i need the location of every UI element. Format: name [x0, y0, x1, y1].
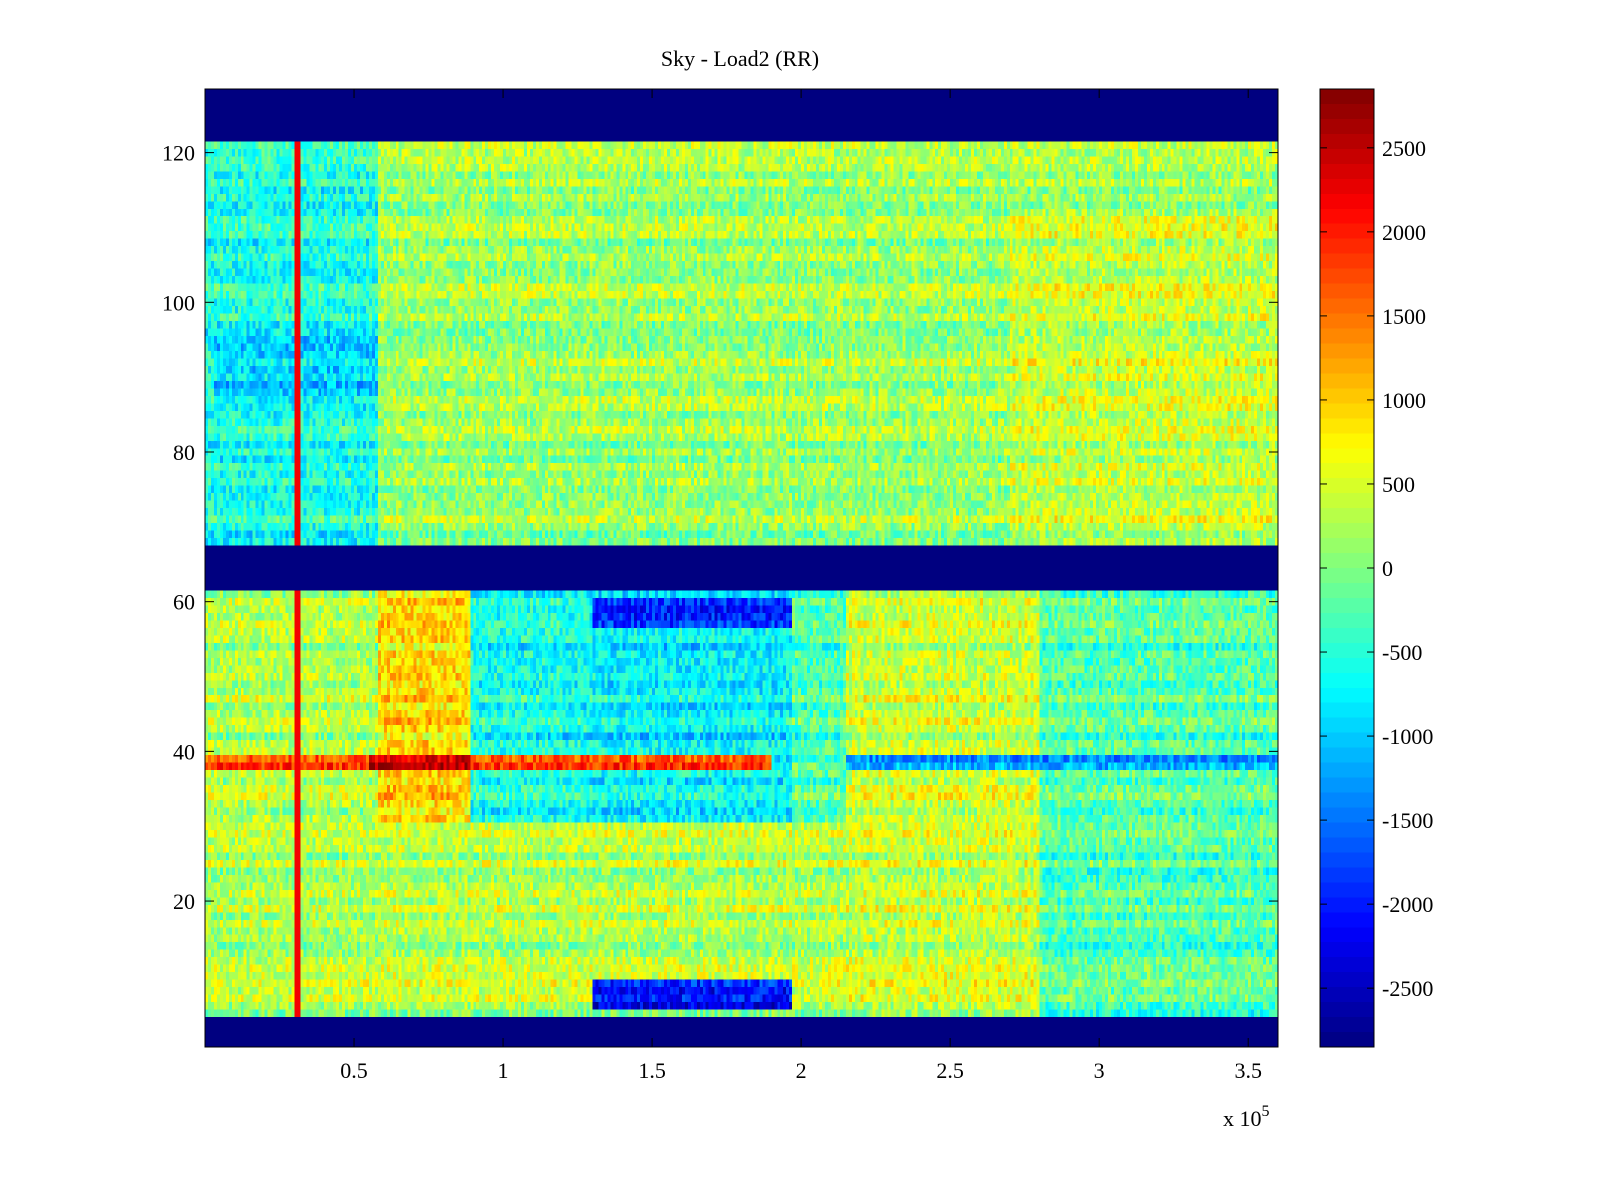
x-axis: 0.5 1 1.5 2 2.5 3 3.5	[340, 89, 1262, 1083]
colorbar-tick-label: -2500	[1382, 976, 1433, 1001]
colorbar-tick-label: 1500	[1382, 304, 1426, 329]
colorbar-tick-label: -1000	[1382, 724, 1433, 749]
x-tick-label: 3.5	[1234, 1058, 1262, 1083]
x-tick-label: 3	[1094, 1058, 1105, 1083]
y-tick-label: 60	[173, 590, 195, 615]
colorbar-tick-label: -2000	[1382, 892, 1433, 917]
y-tick-label: 80	[173, 440, 195, 465]
y-tick-label: 120	[162, 141, 195, 166]
x-tick-label: 0.5	[340, 1058, 368, 1083]
x-tick-label: 2	[796, 1058, 807, 1083]
x-exponent-base: x 10	[1223, 1106, 1262, 1131]
x-exponent-label: x 105	[1223, 1103, 1270, 1131]
colorbar: 2500 2000 1500 1000 500 0 -500 -1000 -1500 -2000 -…	[1319, 88, 1433, 1048]
x-tick-label: 1	[498, 1058, 509, 1083]
plot-frame	[204, 88, 1279, 1048]
colorbar-tick-label: 2500	[1382, 136, 1426, 161]
colorbar-tick-label: 500	[1382, 472, 1415, 497]
heatmap-image	[205, 89, 1278, 1047]
y-axis: 20 40 60 80 100 120	[162, 141, 1278, 914]
x-exponent-power: 5	[1262, 1103, 1270, 1120]
colorbar-ticks: 2500 2000 1500 1000 500 0 -500 -1000 -1500 -2000 -…	[1320, 136, 1433, 1001]
colorbar-tick-label: 0	[1382, 556, 1393, 581]
chart-title: Sky - Load2 (RR)	[661, 46, 819, 71]
y-tick-label: 20	[173, 889, 195, 914]
plot-area	[204, 88, 1279, 1048]
y-tick-label: 100	[162, 290, 195, 315]
colorbar-tick-label: 1000	[1382, 388, 1426, 413]
x-tick-label: 2.5	[936, 1058, 964, 1083]
colorbar-tick-label: -500	[1382, 640, 1422, 665]
colorbar-image	[1320, 89, 1374, 1047]
colorbar-tick-label: -1500	[1382, 808, 1433, 833]
x-tick-label: 1.5	[638, 1058, 666, 1083]
y-tick-label: 40	[173, 739, 195, 764]
colorbar-tick-label: 2000	[1382, 220, 1426, 245]
